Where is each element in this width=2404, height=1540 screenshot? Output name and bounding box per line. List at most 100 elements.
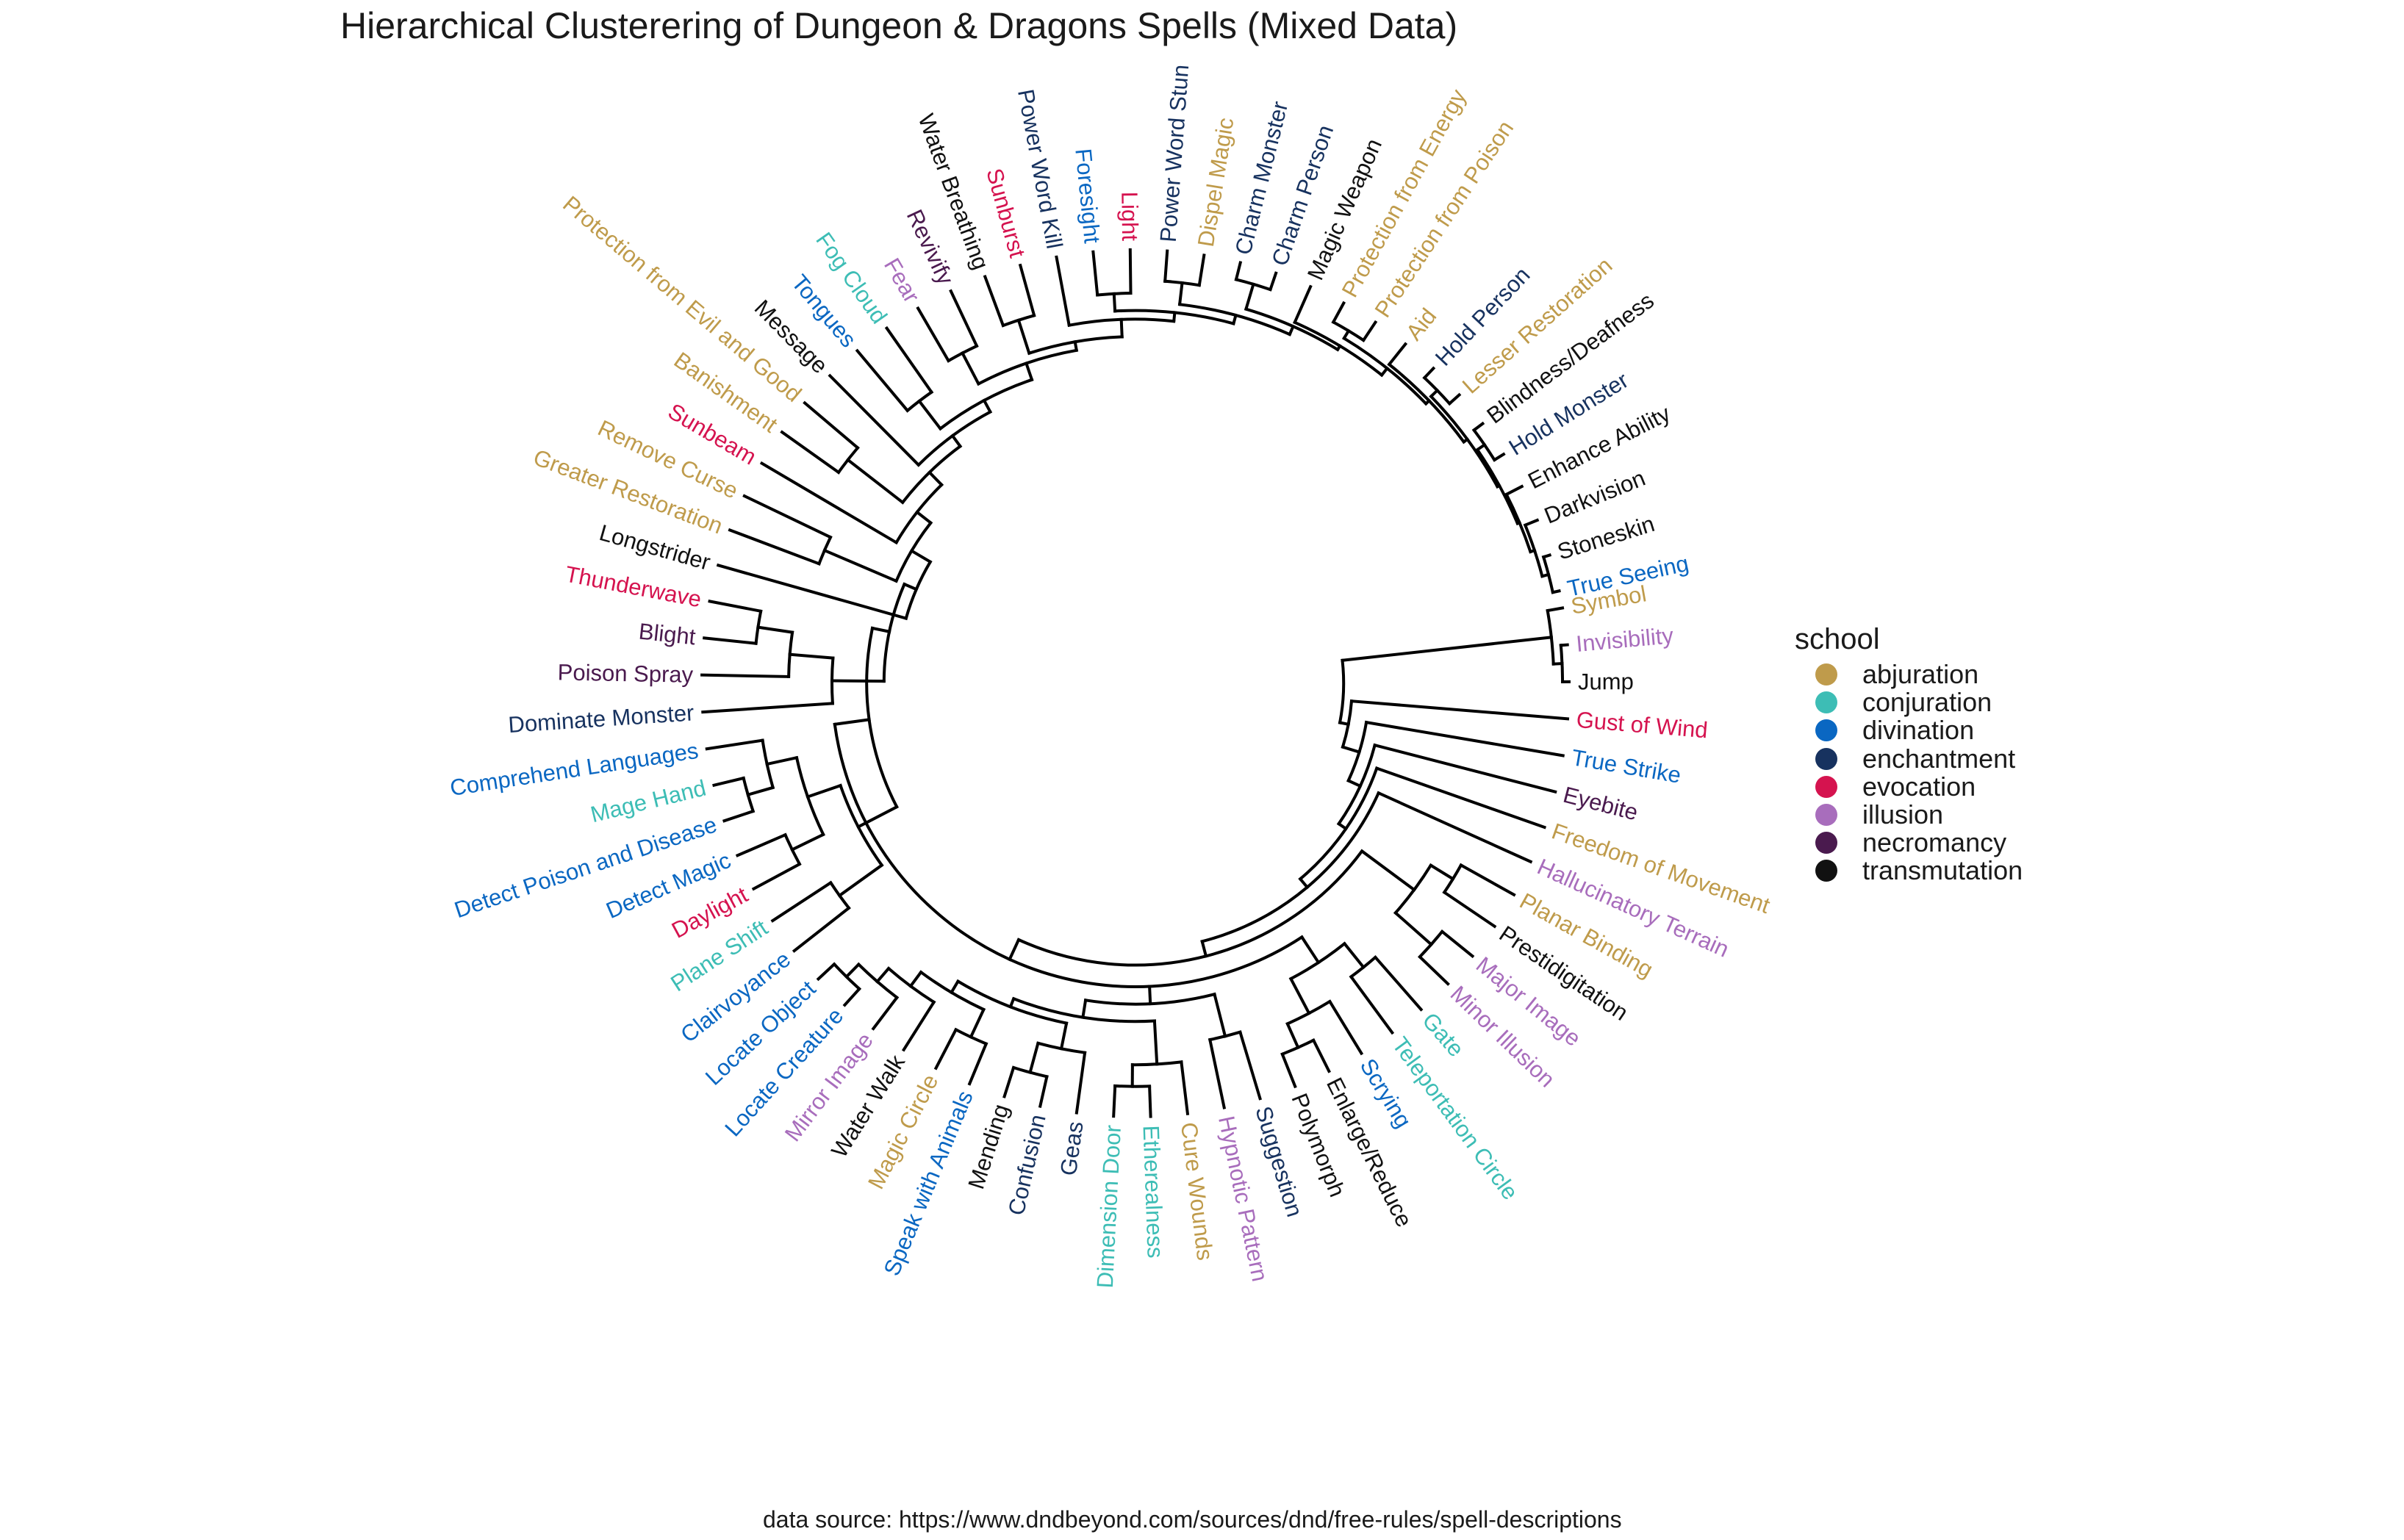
branch-stem [842,987,862,1007]
branch-stem [1112,1084,1117,1118]
branch-stem [700,673,791,678]
leaf-label: Cure Wounds [1176,1120,1218,1262]
branch-stem [1546,606,1565,613]
legend-key-dot [1815,719,1837,742]
leaf-label: Dimension Door [1092,1124,1126,1289]
leaf-label: Thunderwave [563,561,703,612]
branch-stem [1422,366,1436,381]
branch-stem [1148,985,1152,1006]
branch-stem [756,625,794,634]
branch-stem [916,399,943,431]
branch-stem [1298,877,1310,890]
dendrogram-branches [700,248,1571,1118]
branch-stem [909,548,933,564]
branch-stem [960,350,981,386]
branch-stem [1447,392,1462,406]
branch-stem [1331,301,1346,325]
legend-item-divination: divination [1795,715,2023,745]
branch-stem [870,626,891,634]
branch-stem [742,494,833,539]
legend-key-dot [1815,691,1837,714]
leaf-label: Geas [1055,1120,1088,1177]
branch-stem [708,600,763,614]
branch-stem [1238,1030,1262,1101]
branch-stem [1361,320,1378,342]
branch-stem [1442,890,1497,929]
branch-stem [1327,999,1364,1056]
branch-stem [705,738,764,751]
branch-stem [701,702,835,714]
branch-arc [1338,658,1346,724]
leaf-label: Aid [1401,303,1441,345]
branch-stem [1244,282,1255,312]
branch-stem [1055,255,1072,328]
leaf-label: Fear [879,253,925,307]
branch-stem [1028,1041,1040,1075]
branch-stem [1387,342,1408,367]
branch-stem [902,582,919,591]
leaf-label: Confusion [1003,1112,1051,1217]
branch-stem [845,458,905,505]
branch-stem [1377,791,1533,864]
legend-key-dot [1815,747,1837,770]
branch-stem [1346,778,1363,788]
branch-stem [790,832,825,852]
branch-stem [816,962,836,982]
branch-stem [1299,935,1321,965]
leaf-label: Jump [1578,669,1634,694]
branch-stem [765,755,799,766]
leaf-label: Gust of Wind [1576,707,1709,744]
branch-stem [833,718,871,727]
branch-stem [1459,863,1516,897]
legend-key-dot [1815,804,1837,827]
legend-item-enchantment: enchantment [1795,744,2023,774]
branch-stem [927,470,944,487]
branch-stem [1311,1038,1331,1073]
leaf-label: Sunburst [981,165,1030,260]
legend-key-dot [1815,775,1837,798]
branch-stem [770,880,833,923]
branch-stem [908,970,923,988]
branch-stem [1471,421,1485,433]
branch-stem [933,1027,958,1071]
branch-stem [1349,699,1570,721]
leaf-label: Foresight [1070,148,1105,245]
branch-stem [1280,1052,1297,1089]
leaf-label: Power Word Stun [1155,64,1194,243]
branch-stem [1208,1037,1227,1109]
branch-arc [882,582,907,683]
leaf-label: Light [1116,192,1143,242]
branch-stem [1018,263,1036,317]
branch-stem [722,809,756,823]
leaf-label: Blight [637,619,697,650]
branch-stem [780,430,841,475]
branch-stem [1285,1021,1300,1050]
branch-stem [716,563,908,621]
branch-stem [837,863,884,898]
branch-stem [1373,743,1557,794]
branch-stem [1440,929,1475,959]
branch-stem [949,979,961,995]
branch-stem [1268,271,1278,292]
leaf-label: Dispel Magic [1193,116,1239,249]
leaf-label: Etherealness [1138,1125,1169,1259]
branch-stem [967,1041,988,1086]
branch-stem [1177,281,1184,306]
legend-item-transmutation: transmutation [1795,855,2023,885]
branch-stem [1429,863,1455,881]
branch-stem [703,636,758,645]
branch-stem [1038,1074,1049,1108]
legend-item-illusion: illusion [1795,799,2023,830]
leaf-label: Eyebite [1560,782,1640,826]
legend-key-dot [1815,860,1837,882]
branch-stem [1081,999,1088,1019]
branch-stem [1360,849,1416,892]
branch-stem [1002,1065,1016,1098]
branch-stem [1197,253,1206,287]
branch-stem [1008,938,1021,962]
branch-stem [751,862,802,891]
legend-label: abjuration [1862,659,1979,690]
branch-stem [788,652,835,660]
branch-stem [916,306,951,363]
branch-stem [1341,636,1554,663]
